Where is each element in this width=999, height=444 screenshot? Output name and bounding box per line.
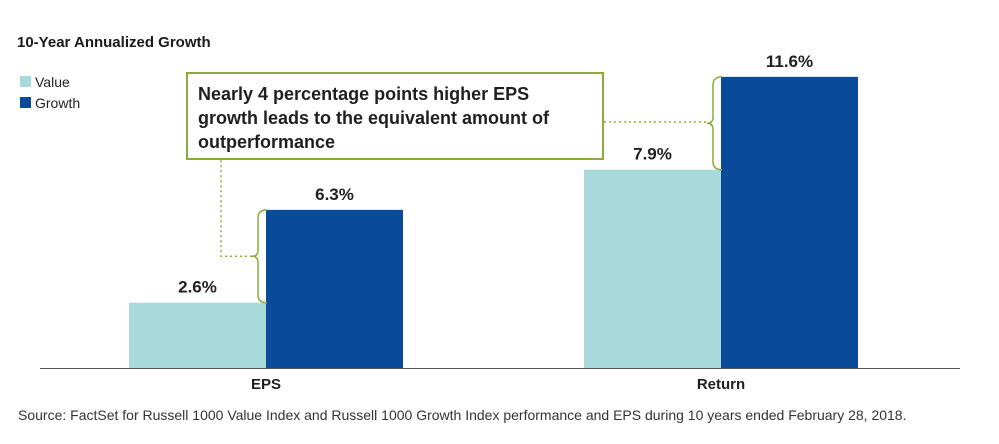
legend-label-growth: Growth — [35, 94, 81, 111]
legend-swatch-value — [20, 76, 31, 87]
x-tick-label-eps: EPS — [251, 376, 281, 393]
legend-swatch-growth — [20, 97, 31, 108]
data-label-return-growth: 11.6% — [766, 52, 813, 71]
bracket-return — [706, 76, 723, 171]
data-label-return-value: 7.9% — [633, 145, 672, 164]
connector-eps — [220, 160, 252, 258]
annotation-callout: Nearly 4 percentage points higher EPS gr… — [186, 72, 604, 160]
source-note: Source: FactSet for Russell 1000 Value I… — [18, 407, 907, 423]
bracket-eps — [251, 209, 268, 304]
legend: Value Growth — [20, 71, 80, 113]
legend-label-value: Value — [35, 73, 70, 90]
bar-eps-growth — [266, 209, 403, 368]
bar-return-value — [584, 169, 721, 368]
legend-item-value: Value — [20, 71, 80, 92]
chart-title: 10-Year Annualized Growth — [17, 34, 211, 51]
bar-eps-value — [129, 302, 266, 368]
legend-item-growth: Growth — [20, 92, 80, 113]
data-label-eps-value: 2.6% — [178, 278, 217, 297]
x-tick-label-return: Return — [697, 376, 745, 393]
data-label-eps-growth: 6.3% — [315, 185, 354, 204]
bar-return-growth — [721, 76, 858, 368]
